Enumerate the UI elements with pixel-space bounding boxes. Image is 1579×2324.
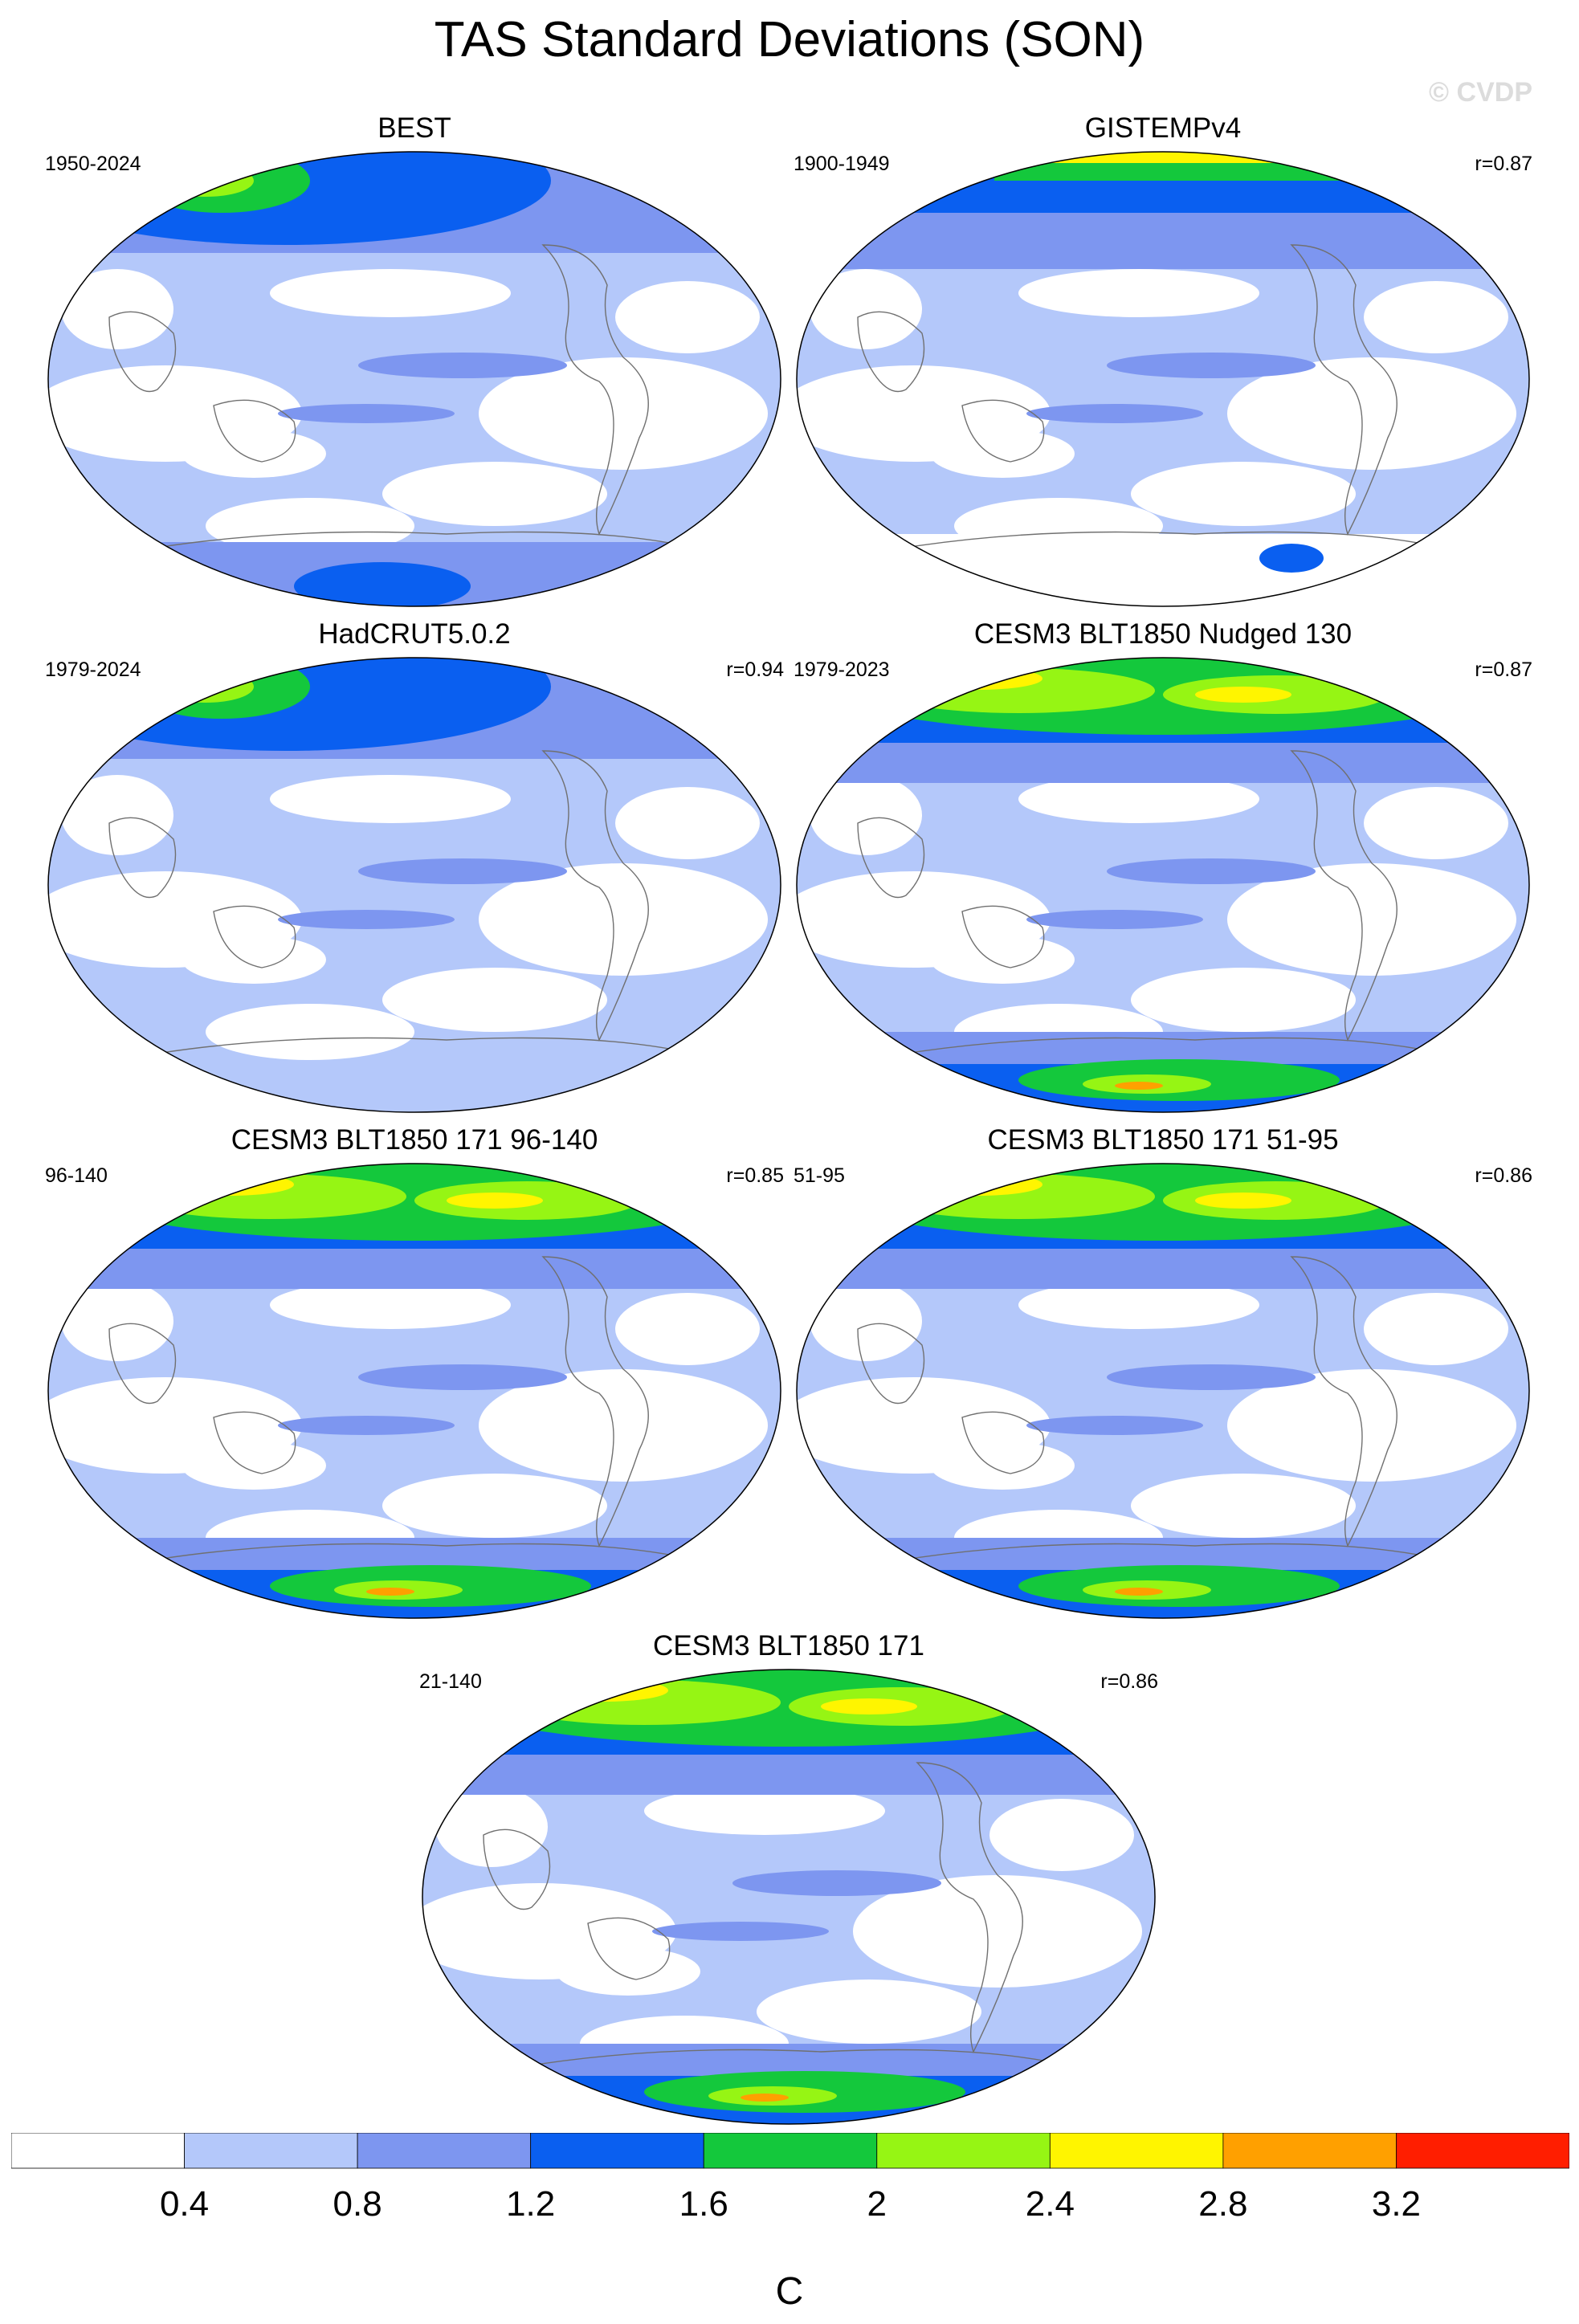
- map-panel-cesm3-96-140: CESM3 BLT1850 171 96-140 96-140 r=0.85: [45, 1124, 784, 1622]
- map-panel-best: BEST 1950-2024: [45, 112, 784, 610]
- world-map: [422, 1669, 1156, 2125]
- panel-title: CESM3 BLT1850 Nudged 130: [973, 618, 1353, 650]
- panel-years: 1900-1949: [794, 153, 890, 175]
- colorbar-swatch: [1049, 2133, 1224, 2169]
- colorbar-tick-label: 1.2: [506, 2184, 556, 2224]
- panel-title: HadCRUT5.0.2: [318, 618, 511, 650]
- map-panel-cesm3-nudged: CESM3 BLT1850 Nudged 130 1979-2023 r=0.8…: [794, 618, 1532, 1116]
- colorbar-swatch: [703, 2133, 878, 2169]
- panel-years: 96-140: [45, 1164, 108, 1187]
- panel-title: BEST: [377, 112, 451, 144]
- colorbar-tick-label: 2.8: [1198, 2184, 1248, 2224]
- panel-correlation: r=0.87: [1475, 153, 1532, 175]
- figure-title: TAS Standard Deviations (SON): [434, 12, 1145, 67]
- map-panel-gistemp: GISTEMPv4 1900-1949 r=0.87: [794, 112, 1532, 610]
- colorbar-units: C: [775, 2270, 804, 2313]
- colorbar: [11, 2133, 1569, 2169]
- panel-years: 1979-2024: [45, 658, 141, 681]
- cvdp-watermark: © CVDP: [1429, 77, 1532, 108]
- map-panel-hadcrut: HadCRUT5.0.2 1979-2024 r=0.94: [45, 618, 784, 1116]
- colorbar-tick-label: 2.4: [1025, 2184, 1075, 2224]
- panel-correlation: r=0.87: [1475, 658, 1532, 681]
- map-panel-cesm3-21-140: CESM3 BLT1850 171 21-140 r=0.86: [419, 1630, 1158, 2128]
- panel-years: 1950-2024: [45, 153, 141, 175]
- colorbar-swatch: [876, 2133, 1051, 2169]
- colorbar-tick-label: 2: [867, 2184, 887, 2224]
- panel-correlation: r=0.85: [726, 1164, 784, 1187]
- panel-years: 51-95: [794, 1164, 845, 1187]
- colorbar-tick-label: 1.6: [679, 2184, 728, 2224]
- panel-title: CESM3 BLT1850 171 96-140: [231, 1124, 598, 1156]
- colorbar-tick-label: 3.2: [1371, 2184, 1422, 2224]
- panel-title: GISTEMPv4: [1084, 112, 1242, 144]
- colorbar-swatch: [357, 2133, 532, 2169]
- panel-years: 21-140: [419, 1670, 482, 1693]
- colorbar-swatch: [1222, 2133, 1397, 2169]
- panel-correlation: r=0.86: [1475, 1164, 1532, 1187]
- world-map: [796, 151, 1530, 607]
- panel-title: CESM3 BLT1850 171: [653, 1630, 924, 1661]
- panel-correlation: r=0.94: [726, 658, 784, 681]
- world-map: [796, 1163, 1530, 1619]
- world-map: [47, 657, 781, 1113]
- colorbar-swatch: [1396, 2133, 1569, 2169]
- colorbar-swatch: [184, 2133, 358, 2169]
- world-map: [796, 657, 1530, 1113]
- colorbar-swatch: [11, 2133, 185, 2169]
- colorbar-tick-label: 0.8: [333, 2184, 382, 2224]
- world-map: [47, 151, 781, 607]
- colorbar-tick-label: 0.4: [159, 2184, 210, 2224]
- panel-years: 1979-2023: [794, 658, 890, 681]
- colorbar-swatch: [530, 2133, 704, 2169]
- panel-correlation: r=0.86: [1100, 1670, 1158, 1693]
- panel-title: CESM3 BLT1850 171 51-95: [987, 1124, 1339, 1156]
- map-panel-cesm3-51-95: CESM3 BLT1850 171 51-95 51-95 r=0.86: [794, 1124, 1532, 1622]
- world-map: [47, 1163, 781, 1619]
